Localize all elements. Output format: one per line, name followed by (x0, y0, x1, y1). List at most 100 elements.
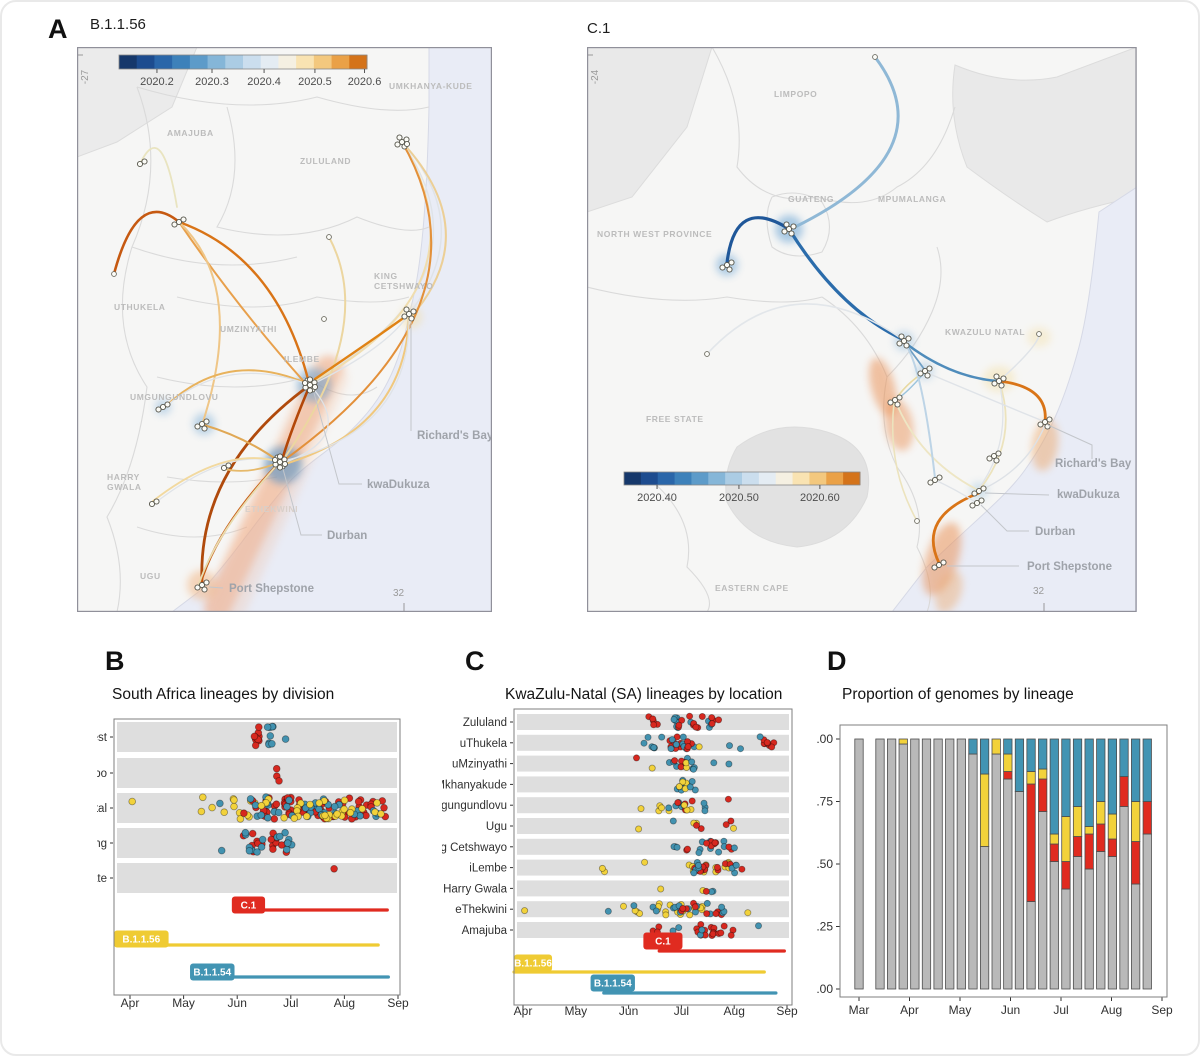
panel-b-title: South Africa lineages by division (112, 686, 335, 703)
sample-node (940, 559, 947, 566)
province-border (131, 246, 298, 266)
x-tick-label: May (564, 1004, 587, 1018)
x-tick-label: Jun (228, 996, 247, 1010)
genome-dot (230, 802, 238, 811)
transmission-arc (280, 383, 312, 462)
genome-dot (729, 824, 737, 832)
genome-dot (669, 817, 677, 825)
sample-node (896, 394, 903, 401)
sample-node (917, 370, 924, 377)
sample-node (887, 399, 894, 406)
colorbar-tick-label: 2020.5 (298, 76, 332, 88)
bar-segment-other (1003, 778, 1013, 990)
genome-dot (678, 716, 686, 724)
region-label: GUATENG (788, 194, 834, 204)
sample-node (785, 225, 793, 233)
sample-node (728, 259, 735, 266)
bar-segment-other (910, 738, 920, 990)
x-tick-label: Mar (849, 1003, 870, 1017)
genome-dot (658, 733, 666, 741)
genome-dot (257, 801, 266, 810)
genome-dot (281, 828, 289, 837)
sample-node (171, 221, 178, 228)
genome-dot (258, 835, 267, 844)
sample-node (311, 383, 319, 391)
genome-dot (330, 802, 339, 811)
bar-segment-b56 (1049, 833, 1059, 845)
bar-segment-b54 (1131, 738, 1141, 802)
sample-node (1044, 423, 1051, 430)
lineage-range-line (200, 975, 390, 979)
density-glow (1031, 419, 1059, 471)
sea (891, 186, 1137, 612)
lineage-chip-label: C.1 (655, 937, 671, 948)
genome-dot (768, 743, 776, 751)
genome-dot (346, 808, 355, 817)
genome-dot (754, 922, 762, 930)
map-b1156: AMAJUBA ZULULAND UMKHANYA-KUDE UTHUKELA UMZI… (77, 47, 492, 612)
sample-node (141, 158, 148, 165)
transmission-arc (924, 371, 1044, 422)
genome-dot (274, 808, 283, 817)
genome-dot (380, 804, 388, 812)
genome-dot (521, 907, 529, 915)
bar-segment-c1 (1119, 776, 1129, 807)
genome-dot (281, 735, 290, 743)
colorbar-tick-label: 2020.4 (247, 76, 281, 88)
province-border (711, 47, 956, 204)
genome-dot (713, 863, 721, 871)
sample-node (896, 340, 903, 347)
sample-node (927, 479, 934, 486)
genome-dot (689, 765, 697, 773)
bar-segment-b56 (1131, 801, 1141, 842)
genome-dot (703, 899, 711, 907)
sample-node (991, 380, 998, 387)
sample-node (993, 457, 1000, 464)
sample-node (898, 333, 905, 340)
genome-dot (680, 801, 688, 809)
genome-dot (679, 733, 687, 741)
transmission-arc (178, 221, 221, 426)
genome-dot (702, 887, 710, 895)
genome-dot (302, 812, 311, 821)
panel-d-letter: D (827, 646, 847, 676)
x-tick-label: Aug (334, 996, 355, 1010)
genome-dot (641, 858, 649, 866)
genome-dot (251, 741, 260, 750)
panel-b-letter: B (105, 646, 125, 676)
map-b1156-svg: AMAJUBA ZULULAND UMKHANYA-KUDE UTHUKELA UMZI… (77, 47, 492, 612)
genome-dot (255, 723, 263, 731)
lineage-chip (590, 974, 635, 992)
bar-segment-b56 (991, 738, 1001, 755)
genome-dot (283, 839, 292, 847)
province-border (587, 286, 823, 303)
genome-dot (725, 742, 733, 750)
lineage-chip-label: B.1.1.54 (594, 979, 632, 990)
sample-node (921, 367, 929, 375)
genome-dot (691, 786, 699, 794)
genome-dot (675, 721, 683, 729)
x-tick-label: Aug (724, 1004, 745, 1018)
bar-segment-other (933, 738, 943, 990)
genome-dot (673, 733, 681, 741)
genome-dot (250, 732, 259, 741)
genome-dot (725, 760, 733, 768)
category-label: uThukela (460, 738, 508, 750)
genome-dot (683, 806, 691, 814)
region-label: UGU (140, 571, 161, 581)
panel-d-title: Proportion of genomes by lineage (842, 686, 1074, 703)
sample-node (900, 337, 908, 345)
bar-segment-other (1049, 861, 1059, 990)
genome-dot (698, 926, 706, 934)
region-label: UTHUKELA (114, 302, 166, 312)
sample-node (194, 423, 201, 430)
bar-segment-b56 (1038, 768, 1048, 780)
genome-dot (598, 864, 606, 872)
genome-dot (272, 800, 281, 808)
sample-node (136, 160, 144, 168)
transmission-arc (282, 141, 433, 462)
genome-dot (315, 799, 324, 807)
genome-dot (636, 909, 644, 917)
lineage-range-line (602, 991, 778, 995)
region-label: AMAJUBA (167, 128, 214, 138)
